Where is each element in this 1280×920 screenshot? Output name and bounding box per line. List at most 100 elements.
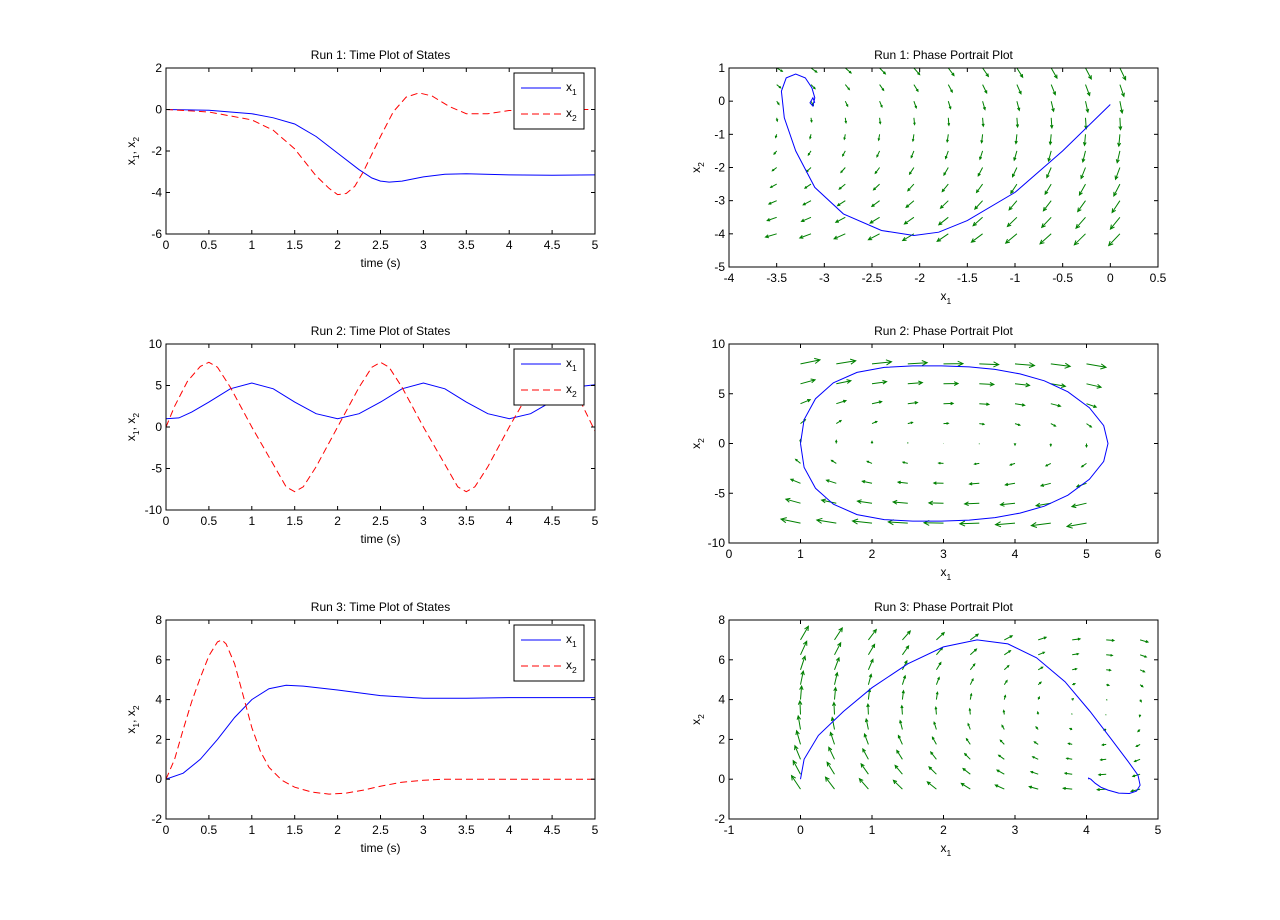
field-arrow (879, 84, 885, 92)
field-arrow (1097, 773, 1107, 777)
field-arrow (832, 701, 837, 715)
y-tick-label: -5 (714, 486, 725, 500)
field-arrow (879, 101, 883, 109)
field-arrow (1014, 403, 1026, 407)
field-arrow (1068, 727, 1073, 731)
field-arrow (933, 721, 937, 730)
field-arrow (1002, 709, 1006, 715)
field-arrow (936, 631, 946, 641)
field-arrow (1044, 462, 1052, 467)
legend-label: x2 (566, 658, 577, 675)
y-tick-label: -1 (714, 127, 725, 141)
field-arrow (1037, 666, 1044, 671)
field-arrow (769, 183, 777, 188)
legend-box (513, 72, 585, 130)
field-arrow (1006, 216, 1018, 228)
field-arrow (1012, 167, 1018, 178)
x-tick-label: 0.5 (201, 823, 218, 837)
y-tick-label: -10 (708, 536, 726, 550)
field-arrow (1013, 150, 1018, 162)
field-arrow (1086, 403, 1098, 408)
field-arrow (789, 478, 801, 484)
field-arrow (1072, 652, 1080, 656)
x-tick-label: 0 (163, 238, 170, 252)
field-arrow (1049, 117, 1054, 130)
panel-run2-phase: Run 2: Phase Portrait Plot 0 1 2 3 4 5 6-10-50… (689, 324, 1162, 582)
field-arrow (981, 117, 985, 128)
field-arrow (926, 781, 937, 790)
field-arrow (866, 702, 870, 715)
field-arrow (972, 216, 983, 227)
field-arrow (784, 497, 801, 504)
y-tick-label: -5 (151, 462, 162, 476)
y-axis-label: x1, x2 (124, 413, 141, 441)
y-tick-label: 0 (718, 437, 725, 451)
axis-ticks: 0 1 2 3 4 5 6 -10 -5 0 5 10 (708, 337, 1162, 561)
field-arrow (897, 734, 903, 745)
x-tick-label: 2 (869, 547, 876, 561)
field-arrow (815, 517, 837, 524)
field-arrow (1139, 639, 1150, 643)
vector-field (764, 68, 1127, 247)
field-arrow (935, 661, 942, 671)
field-arrow (1106, 683, 1111, 687)
field-arrow (1040, 216, 1052, 229)
x-tick-label: 3.5 (458, 514, 475, 528)
field-arrow (975, 183, 984, 194)
field-arrow (1085, 84, 1091, 97)
field-arrow (800, 399, 812, 405)
field-arrow (1063, 772, 1073, 775)
field-arrow (1105, 714, 1107, 716)
field-arrow (1085, 101, 1090, 114)
field-arrow (1101, 743, 1107, 747)
x-tick-label: 5 (1083, 547, 1090, 561)
field-arrow (858, 777, 869, 790)
y-tick-label: 10 (149, 337, 163, 351)
field-arrow (896, 749, 903, 760)
field-arrow (874, 167, 881, 175)
field-arrow (810, 68, 818, 73)
series-line-x2 (166, 92, 595, 196)
field-arrow (1050, 68, 1058, 80)
field-arrow (973, 462, 980, 466)
field-arrow (803, 183, 812, 189)
field-arrow (879, 68, 887, 75)
x-tick-label: 4.5 (544, 823, 561, 837)
field-arrow (907, 183, 915, 192)
series-line-trajectory (780, 73, 1111, 237)
field-arrow (1115, 150, 1121, 164)
field-arrow (968, 707, 972, 715)
field-arrow (878, 117, 882, 125)
field-arrow (1099, 758, 1107, 762)
field-arrow (830, 459, 837, 464)
field-arrow (960, 782, 971, 790)
x-axis-label: x1 (941, 289, 952, 306)
field-arrow (1073, 233, 1086, 246)
field-arrow (979, 422, 986, 426)
field-arrow (943, 401, 955, 406)
chart-title: Run 1: Phase Portrait Plot (874, 48, 1013, 62)
panel-run1-phase: Run 1: Phase Portrait Plot -4 -3.5 -3 -2.5 -… (689, 48, 1167, 306)
field-arrow (1003, 694, 1007, 700)
field-arrow (1070, 502, 1087, 509)
field-arrow (1086, 363, 1108, 370)
field-arrow (900, 704, 904, 715)
field-arrow (1081, 150, 1086, 164)
field-arrow (834, 626, 843, 641)
field-arrow (1072, 683, 1077, 686)
field-arrow (1044, 183, 1052, 196)
field-arrow (967, 722, 971, 730)
field-arrow (968, 482, 980, 486)
field-arrow (943, 360, 965, 367)
field-arrow (836, 379, 853, 385)
field-arrow (1085, 68, 1092, 81)
field-arrow (947, 68, 955, 77)
field-arrow (1034, 502, 1051, 508)
x-tick-label: 5 (592, 238, 599, 252)
field-arrow (943, 381, 960, 386)
field-arrow (1050, 84, 1056, 96)
y-tick-label: 10 (712, 337, 726, 351)
field-arrow (901, 461, 908, 464)
field-arrow (963, 501, 980, 507)
field-arrow (1028, 785, 1039, 790)
